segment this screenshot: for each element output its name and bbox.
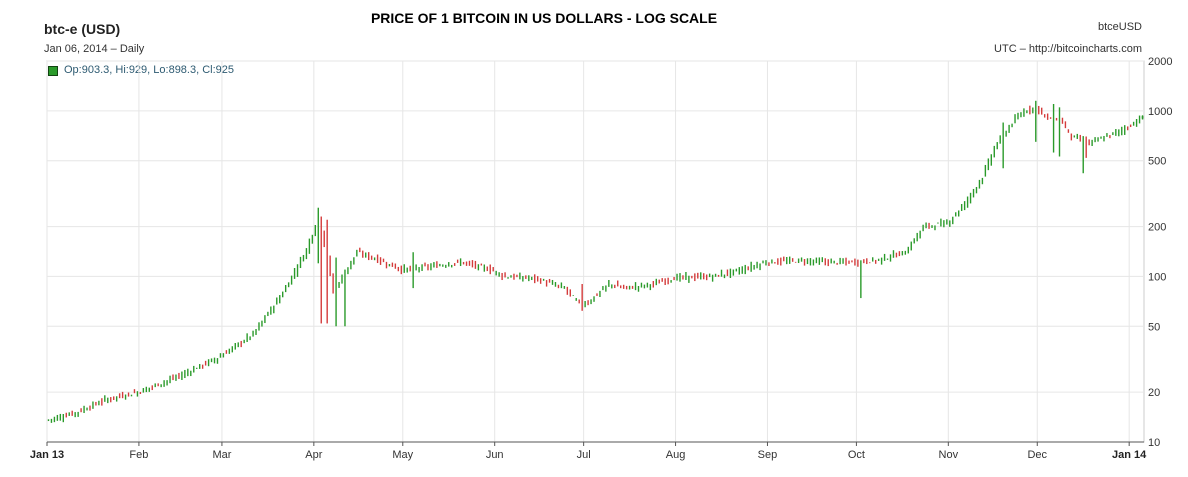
ohlc-legend: Op:903.3, Hi:929, Lo:898.3, Cl:925 [64,64,235,76]
x-tick-label: Sep [758,449,778,461]
x-tick-label: Dec [1027,449,1047,461]
legend-swatch [48,66,58,76]
y-tick-label: 100 [1148,271,1166,283]
y-tick-label: 500 [1148,156,1166,168]
y-tick-label: 200 [1148,222,1166,234]
ticker-label: btceUSD [1097,21,1142,33]
x-tick-label: Aug [666,449,686,461]
chart-title: PRICE OF 1 BITCOIN IN US DOLLARS - LOG S… [370,10,718,26]
x-tick-label: May [392,449,413,461]
source-label: UTC – http://bitcoincharts.com [994,43,1142,55]
x-tick-label: Apr [305,449,322,461]
x-tick-label: Jan 13 [30,449,64,461]
x-tick-label: Oct [848,449,865,461]
y-tick-label: 1000 [1148,106,1172,118]
y-tick-label: 10 [1148,437,1160,449]
y-tick-label: 50 [1148,321,1160,333]
x-tick-label: Feb [129,449,148,461]
x-tick-label: Nov [939,449,959,461]
x-tick-label: Jul [577,449,591,461]
date-interval-label: Jan 06, 2014 – Daily [44,43,145,55]
y-tick-label: 2000 [1148,56,1172,68]
symbol-label: btc-e (USD) [44,21,121,37]
y-tick-label: 20 [1148,387,1160,399]
x-tick-label: Mar [212,449,231,461]
plot-frame [46,60,1145,443]
x-tick-label: Jan 14 [1112,449,1147,461]
x-tick-label: Jun [486,449,504,461]
